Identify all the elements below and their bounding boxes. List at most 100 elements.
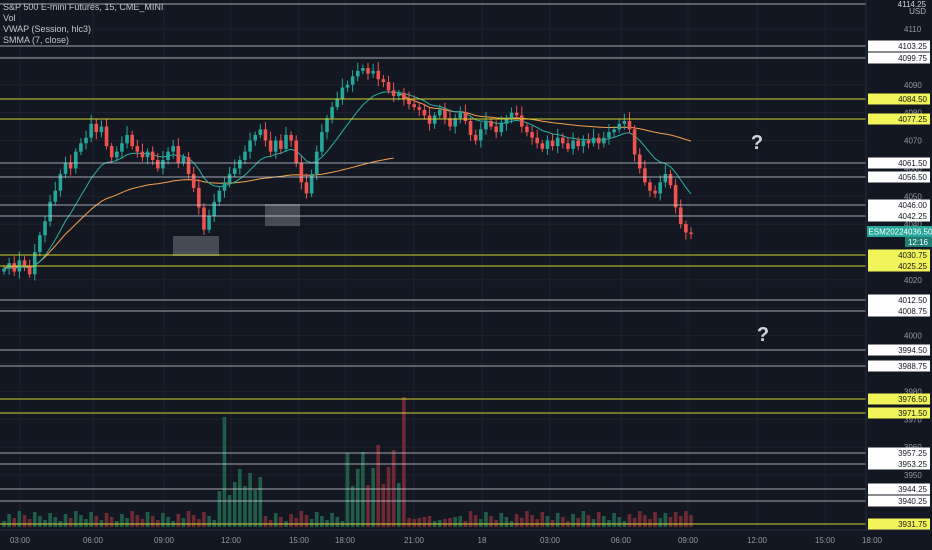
candle-body: [576, 140, 581, 147]
candle-body: [27, 265, 32, 275]
volume-bar: [643, 515, 647, 527]
level-tag-label: 4030.75: [898, 251, 927, 260]
candle-body: [161, 160, 165, 169]
volume-bar: [12, 518, 17, 527]
volume-bar: [627, 514, 632, 527]
volume-bar: [458, 516, 463, 527]
volume-bar: [596, 512, 601, 527]
legend-smma[interactable]: SMMA (7, close): [3, 35, 70, 45]
level-tag-label: 3944.25: [898, 485, 927, 494]
volume-bar: [7, 514, 11, 527]
candle-body: [63, 162, 68, 174]
volume-bar: [453, 517, 457, 527]
candle-body: [120, 143, 124, 152]
top-cut-label: 4114.25: [898, 0, 927, 9]
legend-vol[interactable]: Vol: [3, 13, 16, 23]
volume-bar: [181, 518, 186, 527]
candle-body: [673, 185, 678, 208]
time-tick-label: 15:00: [289, 536, 310, 545]
volume-bar: [489, 516, 493, 527]
level-tag-label: 4099.75: [898, 54, 927, 63]
candle-body: [407, 98, 411, 105]
level-tag-label: 3931.75: [898, 520, 927, 529]
last-price-tag: ESM2022 4036.50 12:16: [867, 226, 932, 247]
volume-bar: [673, 512, 678, 527]
volume-bar: [335, 517, 340, 527]
time-tick-label: 06:00: [611, 536, 632, 545]
currency-label: USD: [909, 7, 926, 16]
volume-bar: [299, 511, 304, 527]
volume-bar: [448, 518, 452, 527]
level-tag-bg: [868, 260, 930, 272]
volume-bar: [207, 516, 211, 527]
volume-bar: [689, 515, 693, 527]
candle-body: [402, 93, 406, 99]
level-tag-label: 3940.25: [898, 497, 927, 506]
candle-body: [197, 187, 201, 208]
candle-body: [309, 173, 314, 194]
volume-bar: [263, 516, 268, 527]
level-tag-label: 4008.75: [898, 307, 927, 316]
volume-bar: [648, 519, 652, 527]
volume-bar: [79, 515, 83, 527]
candle-body: [207, 215, 211, 230]
candle-body: [607, 132, 611, 138]
candle-body: [248, 140, 252, 152]
time-axis[interactable]: [0, 529, 932, 550]
level-tag-bg: [868, 305, 930, 317]
candle-body: [227, 173, 232, 183]
candle-body: [99, 126, 104, 133]
candle-body: [653, 190, 657, 194]
candle-body: [38, 235, 42, 252]
level-tag-label: 4061.50: [898, 159, 927, 168]
level-tag-label: 3994.50: [898, 346, 927, 355]
volume-bar: [514, 514, 519, 527]
level-tag-label: 3957.25: [898, 449, 927, 458]
candle-body: [191, 173, 196, 188]
volume-bar: [94, 516, 99, 527]
volume-bar: [104, 513, 109, 527]
candle-body: [509, 112, 514, 119]
candle-body: [689, 232, 693, 234]
legend-symbol[interactable]: S&P 500 E-mini Futures, 15, CME_MINI: [3, 2, 164, 12]
candle-body: [268, 140, 273, 152]
candle-body: [417, 107, 422, 110]
candle-body: [217, 190, 222, 202]
volume-bar: [535, 519, 539, 527]
candle-body: [84, 137, 88, 144]
grid-lines: [0, 0, 873, 530]
candle-body: [89, 123, 93, 138]
last-price-value: 4036.50: [904, 228, 932, 237]
time-tick-label: 12:00: [221, 536, 242, 545]
candle-body: [586, 140, 591, 144]
volume-bar: [289, 514, 293, 527]
level-tag-bg: [868, 52, 930, 64]
level-tag-label: 4025.25: [898, 262, 927, 271]
candle-body: [643, 168, 647, 183]
candle-body: [238, 160, 242, 169]
level-tag-bg: [868, 93, 930, 105]
candle-body: [525, 126, 529, 133]
level-tag-label: 3953.25: [898, 460, 927, 469]
volume-bar: [504, 517, 509, 527]
volume-bar: [84, 519, 88, 527]
candle-body: [596, 137, 601, 144]
candle-body: [222, 182, 227, 191]
candle-body: [648, 182, 652, 191]
level-tag-bg: [868, 458, 930, 470]
volume-bar: [22, 515, 27, 527]
level-tag-label: 4103.25: [898, 42, 927, 51]
volume-bar: [576, 518, 581, 527]
volume-bar: [258, 477, 263, 527]
candle-body: [627, 120, 632, 130]
candle-body: [484, 120, 488, 130]
volume-bar: [555, 513, 560, 527]
horizontal-levels[interactable]: [0, 3, 866, 525]
volume-bar: [586, 515, 591, 527]
price-tick-label: 3950: [904, 471, 922, 480]
price-tick-label: 4050: [904, 192, 922, 201]
candle-body: [632, 129, 637, 155]
level-price-tags: 4103.25 4099.75 4084.50 4077.25 4061.50 4056.…: [868, 40, 930, 530]
legend-vwap[interactable]: VWAP (Session, hlc3): [3, 24, 92, 34]
